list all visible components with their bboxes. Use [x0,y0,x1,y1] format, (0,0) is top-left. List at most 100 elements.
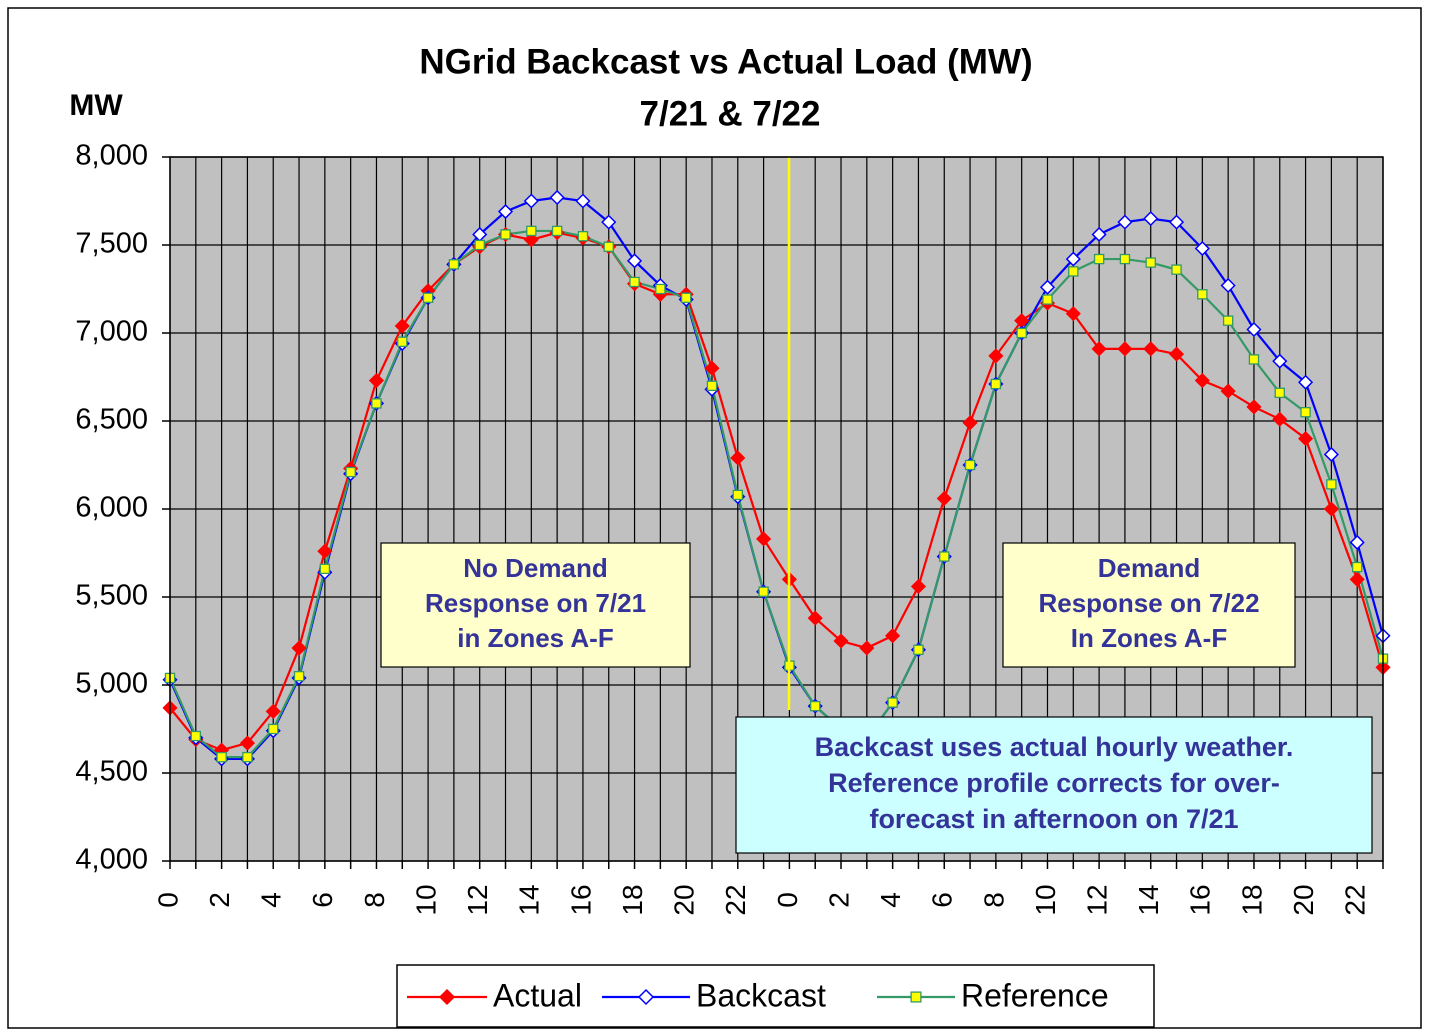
point [939,551,950,562]
point [810,700,821,712]
annotation-box [1002,542,1296,668]
point [190,730,202,742]
point [1351,561,1363,573]
point [1117,214,1133,230]
point [885,628,901,644]
point [523,232,539,248]
point [756,531,772,547]
series-line [169,231,1385,752]
point [1272,353,1288,369]
point [807,610,823,626]
x-tick-label: 6 [927,892,958,908]
point [964,459,976,471]
point [497,203,514,220]
point [1016,327,1027,339]
annotation-text: in Zones A-F [457,623,613,653]
x-tick-label: 8 [978,892,1009,908]
y-tick-label: 7,000 [75,316,148,348]
point [626,253,643,269]
point [1168,346,1185,362]
point [216,751,227,763]
annotation-box [735,716,1373,854]
point [1145,257,1156,268]
point [1194,240,1210,257]
point [1220,277,1236,294]
point [1349,571,1365,587]
point [833,633,849,649]
point [730,450,746,466]
point [1323,501,1339,517]
point [1222,315,1234,326]
point [655,283,666,295]
x-tick-label: 10 [410,884,441,915]
point [1091,226,1107,243]
x-tick-label: 20 [1288,884,1319,915]
point [293,671,305,682]
point [242,751,253,763]
legend: Actual Backcast Reference [407,977,1109,1013]
x-tick-label: 0 [772,892,803,908]
annotation-text: forecast in afternoon on 7/21 [869,804,1238,834]
x-tick-label: 20 [669,884,700,915]
point [422,292,434,304]
annotation-text: Demand [1098,553,1201,583]
x-tick-label: 6 [307,892,338,908]
point [526,225,537,237]
chart-subtitle: 7/21 & 7/22 [640,94,821,133]
legend-marker [637,988,655,1006]
point [523,193,539,209]
y-tick-label: 6,000 [75,492,148,524]
x-tick-label: 10 [1030,884,1061,915]
x-tick-label: 18 [617,884,648,915]
point [577,230,589,242]
legend-marker [910,991,922,1003]
point [1171,264,1182,275]
point [1065,251,1081,267]
legend-label: Actual [493,977,582,1013]
y-tick-label: 5,000 [75,668,148,700]
annotation-text: Response on 7/22 [1038,588,1259,618]
x-tick-label: 18 [1236,884,1267,915]
point [1197,289,1208,300]
point [368,372,385,389]
annotation-text: In Zones A-F [1071,623,1227,653]
y-tick-label: 4,000 [75,844,148,876]
point [758,586,769,597]
point [859,640,875,656]
y-tick-label: 6,500 [75,404,148,436]
point [962,415,978,431]
point [239,735,255,751]
point [1298,431,1314,447]
annotation-text: Response on 7/21 [425,588,646,618]
point [551,225,563,237]
point [500,229,511,240]
point [474,239,485,251]
legend-label: Backcast [696,977,826,1013]
x-tick-label: 4 [256,892,287,908]
point [1039,279,1056,295]
point [1068,266,1079,277]
point [394,318,410,334]
x-tick-label: 14 [1133,884,1164,915]
x-tick-label: 16 [565,884,596,915]
point [1248,354,1260,365]
point [706,380,718,392]
legend-marker [438,988,456,1006]
point [1065,306,1081,322]
series-layer [162,189,1391,767]
point [936,490,952,507]
point [1042,294,1053,305]
point [291,640,307,656]
annotation-box [380,542,691,668]
y-axis-label: MW [69,89,123,122]
point [990,378,1002,390]
x-tick-label: 12 [462,884,493,915]
annotation-text: Reference profile corrects for over- [828,768,1280,798]
annotation-text: Backcast uses actual hourly weather. [815,732,1294,762]
point [1119,253,1131,265]
point [1349,534,1365,551]
y-tick-label: 7,500 [75,228,148,260]
point [1246,321,1262,338]
